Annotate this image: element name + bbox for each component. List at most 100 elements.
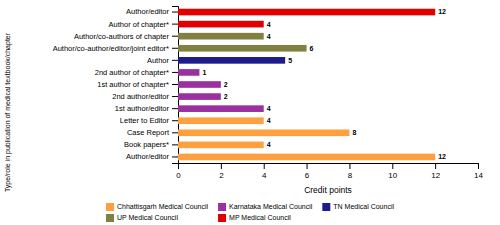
- legend-label: Chhattisgarh Medical Council: [117, 203, 208, 211]
- bar: [178, 33, 264, 40]
- legend-label: Karnataka Medical Council: [229, 203, 313, 210]
- tick-label: 2nd author of chapter*: [95, 68, 169, 77]
- tick: 2nd author/editor: [112, 92, 178, 101]
- axis-line: [172, 7, 179, 164]
- tick-label: Case Report: [127, 128, 170, 137]
- tick-mark: [172, 60, 178, 61]
- tick-label: Author/editor: [126, 152, 169, 161]
- bar: [178, 45, 307, 52]
- tick: Book papers*: [124, 140, 178, 149]
- bar: [178, 129, 349, 136]
- tick-mark: [172, 108, 178, 109]
- tick: Author/co-author/editor/joint editor*: [53, 44, 178, 53]
- bar: [178, 69, 199, 76]
- tick: 6: [305, 163, 310, 180]
- data-label: 4: [267, 33, 271, 40]
- tick: 8: [348, 163, 353, 180]
- tick-label: 6: [305, 171, 310, 180]
- y-axis: Author/editor Book papers* Case Report Lett…: [53, 7, 179, 164]
- tick-label: Author/co-author/editor/joint editor*: [53, 44, 169, 53]
- data-label: 2: [224, 81, 228, 88]
- tick: 4: [262, 163, 267, 180]
- plot: 02468101214Author/editorBook papers*Case…: [53, 7, 484, 180]
- tick-label: 1st author/editor: [115, 104, 170, 113]
- tick-mark: [349, 163, 350, 169]
- tick-label: Author: [147, 56, 170, 65]
- legend-label: MP Medical Council: [229, 214, 291, 221]
- tick: Case Report: [127, 128, 178, 137]
- tick: 2nd author of chapter*: [95, 68, 178, 77]
- tick-label: Author of chapter*: [109, 20, 170, 29]
- legend-label: UP Medical Council: [117, 214, 178, 221]
- bar: [178, 105, 264, 112]
- tick-mark: [172, 144, 178, 145]
- tick-label: 0: [176, 171, 181, 180]
- tick: Author/co-authors of chapter: [74, 32, 178, 41]
- tick-mark: [392, 163, 393, 169]
- data-label: 4: [267, 141, 271, 148]
- legend-swatch: [106, 214, 114, 222]
- axis-line: [179, 164, 479, 170]
- tick-label: 1st author of chapter*: [97, 80, 169, 89]
- tick-mark: [172, 24, 178, 25]
- tick: 1st author of chapter*: [97, 80, 178, 89]
- tick-label: 8: [348, 171, 353, 180]
- x-axis-title: Credit points: [304, 185, 352, 195]
- legend-swatch: [218, 203, 226, 211]
- tick-label: 10: [388, 171, 397, 180]
- data-label: 1: [202, 69, 206, 76]
- tick-label: Author/editor: [126, 7, 169, 16]
- tick: Author: [147, 56, 178, 65]
- data-labels: 124844221564412: [202, 8, 446, 160]
- legend-item: TN Medical Council: [322, 203, 394, 211]
- data-label: 4: [267, 105, 271, 112]
- data-label: 12: [438, 8, 446, 15]
- tick-label: 14: [474, 171, 483, 180]
- tick-mark: [435, 163, 436, 169]
- y-axis-title: Type/role in publication of medical text…: [4, 32, 12, 192]
- legend-swatch: [322, 203, 330, 211]
- data-label: 5: [288, 57, 292, 64]
- tick-label: 2nd author/editor: [112, 92, 169, 101]
- data-label: 8: [352, 129, 356, 136]
- tick-mark: [264, 163, 265, 169]
- tick: 2: [219, 163, 224, 180]
- tick: Author/editor: [126, 7, 178, 16]
- legend-swatch: [218, 214, 226, 222]
- tick: Author/editor: [126, 152, 178, 161]
- tick-mark: [307, 163, 308, 169]
- data-label: 12: [438, 153, 446, 160]
- tick-mark: [172, 156, 178, 157]
- tick-mark: [172, 72, 178, 73]
- data-label: 4: [267, 21, 271, 28]
- legend-swatch: [106, 203, 114, 211]
- tick: Letter to Editor: [120, 116, 178, 125]
- legend-item: Karnataka Medical Council: [218, 203, 313, 211]
- tick-label: Letter to Editor: [120, 116, 170, 125]
- tick-mark: [172, 84, 178, 85]
- bar: [178, 9, 435, 16]
- legend: Chhattisgarh Medical Council Karnataka Me…: [106, 203, 394, 222]
- bars: [178, 9, 435, 161]
- tick: 10: [388, 163, 397, 180]
- data-label: 2: [224, 93, 228, 100]
- bar: [178, 142, 264, 149]
- tick-mark: [172, 36, 178, 37]
- legend-label: TN Medical Council: [333, 203, 394, 210]
- legend-item: UP Medical Council: [106, 214, 178, 222]
- bar: [178, 117, 264, 124]
- legend-item: Chhattisgarh Medical Council: [106, 203, 208, 211]
- tick: 14: [474, 163, 483, 180]
- tick-mark: [221, 163, 222, 169]
- tick-label: 4: [262, 171, 267, 180]
- tick-label: Author/co-authors of chapter: [74, 32, 170, 41]
- bar: [178, 81, 221, 88]
- tick-label: Book papers*: [124, 140, 169, 149]
- tick: 12: [431, 163, 440, 180]
- bar: [178, 93, 221, 100]
- data-label: 6: [310, 45, 314, 52]
- tick-mark: [172, 12, 178, 13]
- tick: 1st author/editor: [115, 104, 178, 113]
- legend-item: MP Medical Council: [218, 214, 291, 222]
- bar: [178, 154, 435, 161]
